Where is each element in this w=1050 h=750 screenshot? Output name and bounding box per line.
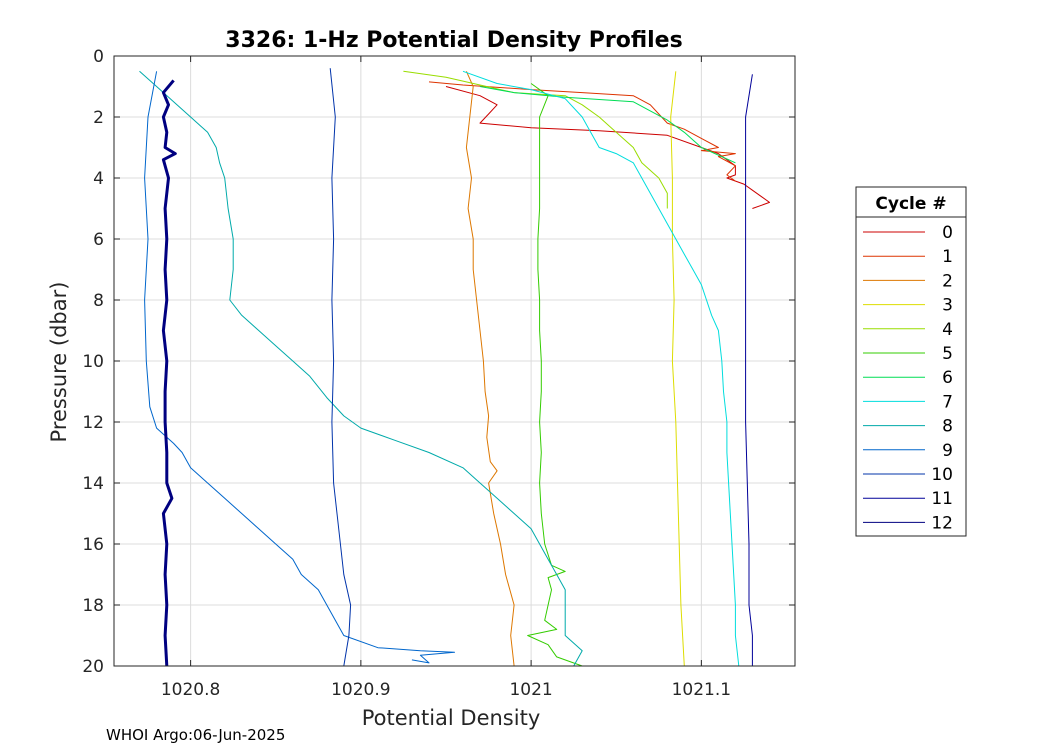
x-tick-label: 1021 [509,680,552,700]
series-line-cycle-11 [745,74,753,666]
x-tick-label: 1020.8 [161,680,220,700]
y-tick-label: 12 [82,413,104,433]
legend-label-cycle-4: 4 [942,320,953,340]
series-line-cycle-3 [670,71,685,667]
legend-title: Cycle # [875,194,946,214]
series-line-cycle-0 [445,86,770,209]
footer-text: WHOI Argo:06-Jun-2025 [106,726,286,744]
legend-label-cycle-1: 1 [942,247,953,267]
series-line-cycle-10 [329,68,352,667]
legend-box [855,186,967,537]
axis-ticks: 1020.8 1020.9 1021 1021.1 0 2 4 6 8 10 12 14 16 18 20 [82,47,795,700]
series-line-cycle-6 [479,86,736,164]
series-line-cycle-4 [403,70,668,209]
legend-label-cycle-5: 5 [942,344,953,364]
y-tick-label: 0 [93,47,104,67]
legend-label-cycle-11: 11 [931,489,953,509]
x-tick-label: 1020.9 [331,680,390,700]
legend-label-cycle-2: 2 [942,271,953,291]
series-line-cycle-12 [161,79,177,667]
y-tick-label: 10 [82,352,104,372]
legend-label-cycle-7: 7 [942,392,953,412]
x-tick-label: 1021.1 [672,680,731,700]
y-tick-label: 6 [93,230,104,250]
y-tick-label: 4 [93,169,104,189]
legend-label-cycle-8: 8 [942,417,953,437]
legend-label-cycle-9: 9 [942,441,953,461]
legend-label-cycle-12: 12 [931,513,953,533]
series-line-cycle-9 [144,71,455,664]
series-line-cycle-7 [462,70,740,667]
y-tick-label: 18 [82,596,104,616]
y-axis-label: Pressure (dbar) [47,282,71,443]
y-tick-label: 2 [93,108,104,128]
series-line-cycle-5 [527,83,583,667]
series-lines [139,68,770,667]
legend-label-cycle-6: 6 [942,368,953,388]
series-line-cycle-1 [428,81,736,182]
y-tick-label: 20 [82,657,104,677]
series-line-cycle-8 [139,70,583,667]
y-tick-label: 16 [82,535,104,555]
legend-label-cycle-3: 3 [942,296,953,316]
y-tick-label: 14 [82,474,104,494]
chart-title: 3326: 1-Hz Potential Density Profiles [225,28,682,53]
series-line-cycle-2 [465,71,515,667]
x-axis-label: Potential Density [362,706,541,730]
legend-label-cycle-10: 10 [931,465,953,485]
y-tick-label: 8 [93,291,104,311]
legend-label-cycle-0: 0 [942,223,953,243]
